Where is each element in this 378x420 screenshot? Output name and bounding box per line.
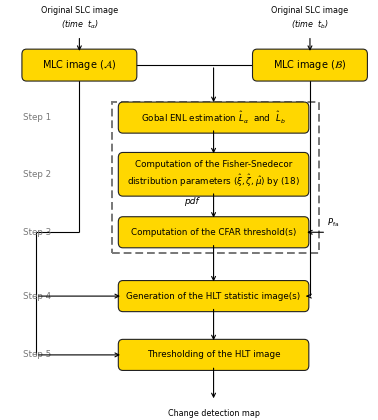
Text: Change detection map: Change detection map [167, 410, 260, 418]
Text: Gobal ENL estimation $\hat{L}_{\alpha}$  and  $\hat{L}_{b}$: Gobal ENL estimation $\hat{L}_{\alpha}$ … [141, 110, 286, 126]
Text: pdf: pdf [184, 197, 198, 206]
Bar [112, 102, 319, 253]
FancyBboxPatch shape [118, 102, 309, 133]
Text: Computation of the Fisher-Snedecor
distribution parameters $(\hat{\xi}, \hat{\ze: Computation of the Fisher-Snedecor distr… [127, 160, 300, 189]
FancyBboxPatch shape [118, 339, 309, 370]
Text: Generation of the HLT statistic image(s): Generation of the HLT statistic image(s) [127, 291, 301, 301]
Text: $P_{\rm fa}$: $P_{\rm fa}$ [327, 217, 339, 229]
Text: Step 4: Step 4 [23, 291, 51, 301]
Text: Step 5: Step 5 [23, 350, 51, 360]
Text: Original SLC image: Original SLC image [271, 6, 349, 15]
FancyBboxPatch shape [118, 281, 309, 312]
Text: Original SLC image: Original SLC image [41, 6, 118, 15]
Text: Thresholding of the HLT image: Thresholding of the HLT image [147, 350, 280, 360]
Text: (time  $t_{b}$): (time $t_{b}$) [291, 18, 329, 31]
Text: Step 3: Step 3 [23, 228, 51, 237]
Text: MLC image $(\mathcal{A})$: MLC image $(\mathcal{A})$ [42, 58, 116, 72]
FancyBboxPatch shape [22, 49, 137, 81]
Text: Computation of the CFAR threshold(s): Computation of the CFAR threshold(s) [131, 228, 296, 237]
Text: MLC image $(\mathcal{B})$: MLC image $(\mathcal{B})$ [273, 58, 347, 72]
FancyBboxPatch shape [118, 152, 309, 196]
Text: (time  $t_{\alpha}$): (time $t_{\alpha}$) [60, 18, 98, 31]
Text: Step 2: Step 2 [23, 170, 51, 179]
FancyBboxPatch shape [253, 49, 367, 81]
Text: Step 1: Step 1 [23, 113, 51, 122]
FancyBboxPatch shape [118, 217, 309, 248]
